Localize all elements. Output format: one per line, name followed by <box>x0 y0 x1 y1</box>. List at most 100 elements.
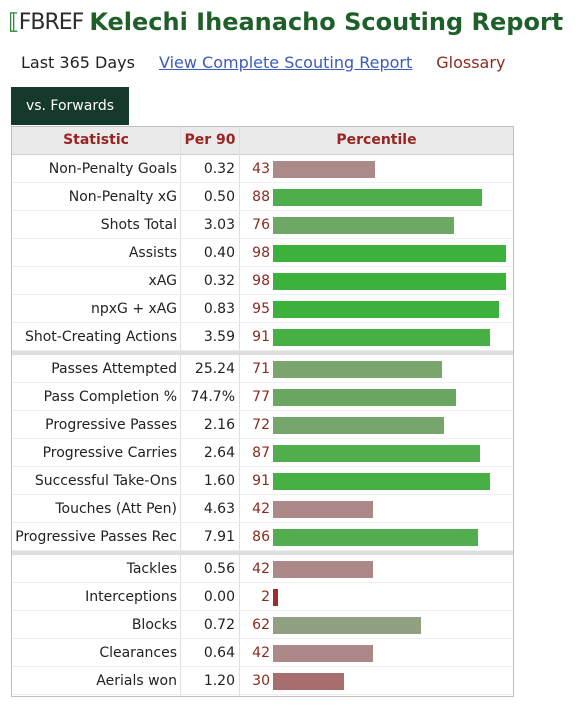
row-divider <box>12 522 513 523</box>
table-row: npxG + xAG 0.83 95 <box>12 295 513 323</box>
header-percentile[interactable]: Percentile <box>336 132 417 148</box>
row-divider <box>12 550 513 551</box>
percentile-value: 72 <box>252 417 270 433</box>
row-divider <box>12 410 513 411</box>
stat-name: Non-Penalty xG <box>68 189 177 205</box>
row-divider <box>12 350 513 351</box>
per90-value: 2.64 <box>203 445 235 461</box>
table-row: Shot-Creating Actions 3.59 91 <box>12 323 513 351</box>
percentile-value: 91 <box>252 329 270 345</box>
per90-value: 74.7% <box>190 389 235 405</box>
row-divider <box>12 266 513 267</box>
percentile-value: 43 <box>252 161 270 177</box>
scouting-table: Statistic Per 90 Percentile Non-Penalty … <box>11 126 514 697</box>
row-divider <box>12 210 513 211</box>
percentile-bar <box>273 245 506 262</box>
stat-name: Tackles <box>126 561 177 577</box>
percentile-bar <box>273 417 444 434</box>
table-row: Tackles 0.56 42 <box>12 555 513 583</box>
percentile-value: 30 <box>252 673 270 689</box>
percentile-value: 2 <box>261 589 270 605</box>
table-row: Touches (Att Pen) 4.63 42 <box>12 495 513 523</box>
tab-vs-forwards[interactable]: vs. Forwards <box>11 87 129 125</box>
table-row: Progressive Passes 2.16 72 <box>12 411 513 439</box>
header-statistic[interactable]: Statistic <box>63 132 129 148</box>
row-divider <box>12 438 513 439</box>
stat-name: Assists <box>128 245 177 261</box>
logo-mark-icon: ⟦ <box>8 9 19 35</box>
percentile-value: 88 <box>252 189 270 205</box>
stat-name: Progressive Passes Rec <box>15 529 177 545</box>
table-row: Progressive Carries 2.64 87 <box>12 439 513 467</box>
percentile-value: 98 <box>252 273 270 289</box>
column-divider <box>180 127 181 696</box>
percentile-bar <box>273 301 499 318</box>
per90-value: 0.40 <box>203 245 235 261</box>
subnav: Last 365 Days View Complete Scouting Rep… <box>21 50 505 74</box>
stat-name: npxG + xAG <box>91 301 177 317</box>
percentile-value: 42 <box>252 645 270 661</box>
percentile-bar <box>273 473 490 490</box>
group-separator <box>12 551 513 555</box>
row-divider <box>12 666 513 667</box>
per90-value: 0.00 <box>203 589 235 605</box>
per90-value: 2.16 <box>203 417 235 433</box>
stat-name: Shot-Creating Actions <box>24 329 177 345</box>
per90-value: 4.63 <box>203 501 235 517</box>
percentile-bar <box>273 361 442 378</box>
table-row: Blocks 0.72 62 <box>12 611 513 639</box>
table-header: Statistic Per 90 Percentile <box>12 127 513 155</box>
table-row: Aerials won 1.20 30 <box>12 667 513 695</box>
table-row: Assists 0.40 98 <box>12 239 513 267</box>
row-divider <box>12 182 513 183</box>
per90-value: 0.56 <box>203 561 235 577</box>
table-row: Progressive Passes Rec 7.91 86 <box>12 523 513 551</box>
per90-value: 7.91 <box>203 529 235 545</box>
percentile-bar <box>273 389 456 406</box>
table-row: Pass Completion % 74.7% 77 <box>12 383 513 411</box>
table-row: Passes Attempted 25.24 71 <box>12 355 513 383</box>
row-divider <box>12 294 513 295</box>
glossary-link[interactable]: Glossary <box>436 52 506 72</box>
fbref-logo[interactable]: ⟦ FBREF <box>8 9 85 35</box>
percentile-value: 98 <box>252 245 270 261</box>
group-separator <box>12 351 513 355</box>
stat-name: Successful Take-Ons <box>34 473 177 489</box>
complete-report-link[interactable]: View Complete Scouting Report <box>158 52 413 72</box>
percentile-bar <box>273 217 454 234</box>
per90-value: 3.59 <box>203 329 235 345</box>
stat-name: Progressive Carries <box>42 445 177 461</box>
percentile-value: 87 <box>252 445 270 461</box>
stat-name: Shots Total <box>100 217 177 233</box>
percentile-bar <box>273 273 506 290</box>
stat-name: xAG <box>148 273 177 289</box>
row-divider <box>12 638 513 639</box>
percentile-bar <box>273 561 373 578</box>
percentile-value: 42 <box>252 501 270 517</box>
stat-name: Non-Penalty Goals <box>48 161 177 177</box>
percentile-value: 71 <box>252 361 270 377</box>
period-label: Last 365 Days <box>21 52 135 72</box>
percentile-bar <box>273 673 344 690</box>
per90-value: 25.24 <box>194 361 235 377</box>
stat-name: Clearances <box>99 645 177 661</box>
logo-text: FBREF <box>18 9 85 35</box>
percentile-value: 76 <box>252 217 270 233</box>
stat-name: Interceptions <box>85 589 177 605</box>
percentile-bar <box>273 161 375 178</box>
percentile-value: 42 <box>252 561 270 577</box>
header: ⟦ FBREF Kelechi Iheanacho Scouting Repor… <box>8 6 563 38</box>
per90-value: 0.32 <box>203 161 235 177</box>
percentile-bar <box>273 445 480 462</box>
per90-value: 1.20 <box>203 673 235 689</box>
percentile-bar <box>273 501 373 518</box>
table-row: Successful Take-Ons 1.60 91 <box>12 467 513 495</box>
table-row: Clearances 0.64 42 <box>12 639 513 667</box>
column-divider <box>239 127 240 696</box>
percentile-bar <box>273 189 482 206</box>
header-per90[interactable]: Per 90 <box>184 132 236 148</box>
row-divider <box>12 322 513 323</box>
row-divider <box>12 582 513 583</box>
stat-name: Touches (Att Pen) <box>55 501 177 517</box>
stat-name: Blocks <box>131 617 177 633</box>
